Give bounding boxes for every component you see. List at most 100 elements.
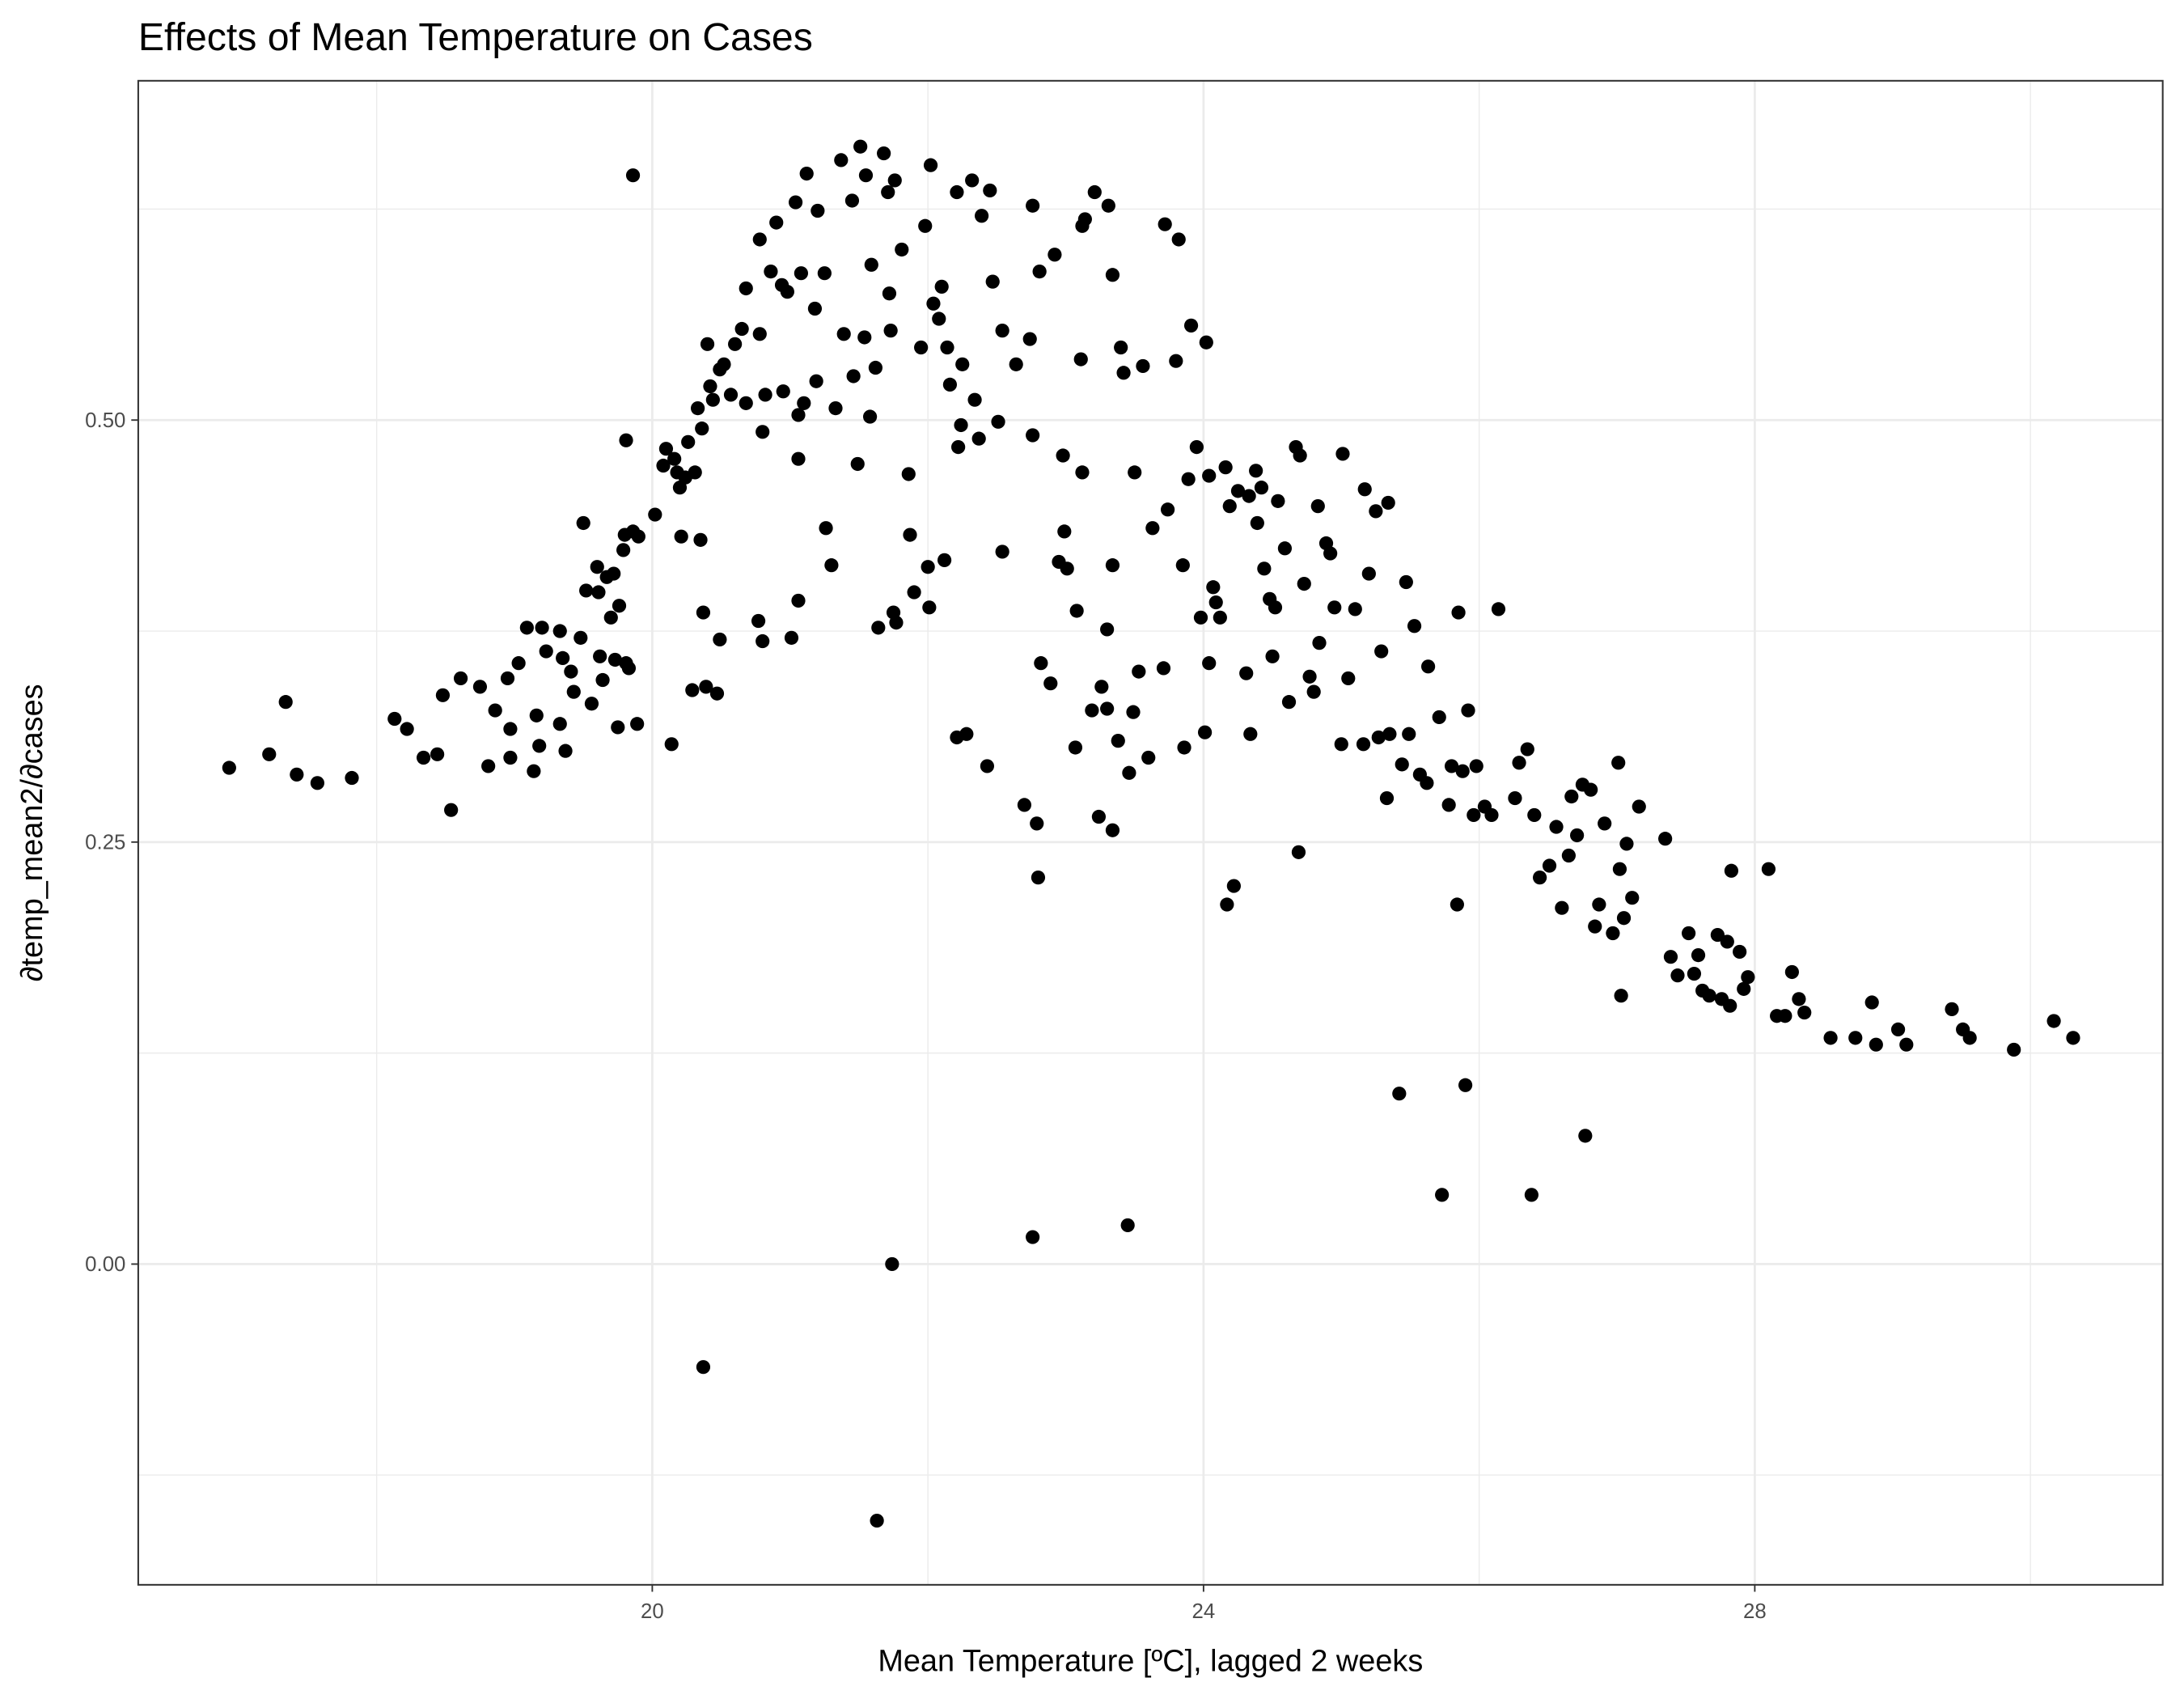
point <box>926 296 941 311</box>
point <box>1658 832 1673 846</box>
point <box>1136 358 1150 374</box>
point <box>974 209 989 223</box>
point <box>558 744 573 758</box>
point <box>1243 727 1258 741</box>
point <box>1797 1005 1812 1020</box>
point <box>1202 468 1217 483</box>
point <box>951 439 966 455</box>
point <box>1945 1002 1959 1016</box>
point <box>834 153 849 167</box>
point <box>700 337 715 351</box>
point <box>1450 897 1464 912</box>
point <box>688 465 702 480</box>
point <box>942 377 958 392</box>
point <box>1239 666 1254 680</box>
point <box>889 615 904 630</box>
point <box>1420 776 1434 790</box>
point <box>1592 897 1606 912</box>
point <box>758 388 772 402</box>
point <box>1451 605 1466 620</box>
point <box>1281 695 1297 710</box>
point <box>922 600 937 615</box>
point <box>1334 737 1348 752</box>
point <box>1691 948 1706 963</box>
point <box>552 624 567 638</box>
point <box>885 1256 899 1272</box>
point <box>811 203 825 218</box>
point <box>1145 521 1160 536</box>
point <box>488 703 502 718</box>
point <box>262 747 277 761</box>
point <box>1724 863 1739 878</box>
point <box>699 680 713 694</box>
point <box>1268 600 1283 615</box>
point <box>1158 217 1172 231</box>
point <box>1670 968 1685 983</box>
point <box>1085 703 1099 718</box>
point <box>1297 576 1311 591</box>
point <box>1257 561 1272 576</box>
point <box>1057 524 1072 539</box>
point <box>1402 727 1416 741</box>
point <box>1030 816 1044 831</box>
point <box>611 720 625 735</box>
point <box>503 750 518 765</box>
point <box>1026 428 1040 443</box>
point <box>1291 845 1306 859</box>
point <box>752 232 767 247</box>
point <box>1132 664 1146 679</box>
point <box>1733 944 1747 960</box>
point <box>1068 740 1083 755</box>
point <box>1171 232 1186 247</box>
point <box>693 532 708 547</box>
point <box>1584 782 1598 797</box>
point <box>883 324 898 338</box>
point <box>1381 495 1395 511</box>
point <box>1420 659 1436 674</box>
point <box>713 632 727 647</box>
point <box>2066 1031 2080 1045</box>
point <box>1848 1031 1863 1045</box>
point <box>1022 332 1037 346</box>
point <box>756 633 770 649</box>
point <box>1009 357 1023 371</box>
point <box>846 369 861 383</box>
point <box>1527 807 1542 823</box>
point <box>619 433 633 447</box>
point <box>607 652 623 667</box>
point <box>674 529 688 544</box>
point <box>625 168 641 183</box>
point <box>1512 756 1526 770</box>
point <box>1193 610 1208 625</box>
point <box>696 605 711 620</box>
point <box>784 630 799 645</box>
point <box>1116 366 1131 380</box>
point <box>1619 837 1634 851</box>
point <box>1663 950 1678 964</box>
point <box>1432 710 1446 725</box>
point <box>1632 799 1646 814</box>
point <box>788 195 803 210</box>
point <box>1199 335 1213 350</box>
point <box>1249 464 1263 478</box>
point <box>937 553 952 567</box>
point <box>1616 911 1632 926</box>
point <box>1032 264 1047 279</box>
point <box>1469 759 1484 773</box>
point <box>862 409 878 424</box>
point <box>616 543 631 557</box>
point <box>954 417 968 433</box>
point <box>967 392 982 407</box>
point <box>776 384 790 399</box>
point <box>1293 448 1307 463</box>
point <box>728 337 743 351</box>
point <box>921 560 935 574</box>
point <box>1341 671 1356 686</box>
point <box>1100 701 1115 716</box>
point <box>844 193 860 208</box>
point <box>1444 759 1459 773</box>
point <box>914 340 929 355</box>
point <box>1327 600 1342 615</box>
point <box>1606 926 1620 941</box>
